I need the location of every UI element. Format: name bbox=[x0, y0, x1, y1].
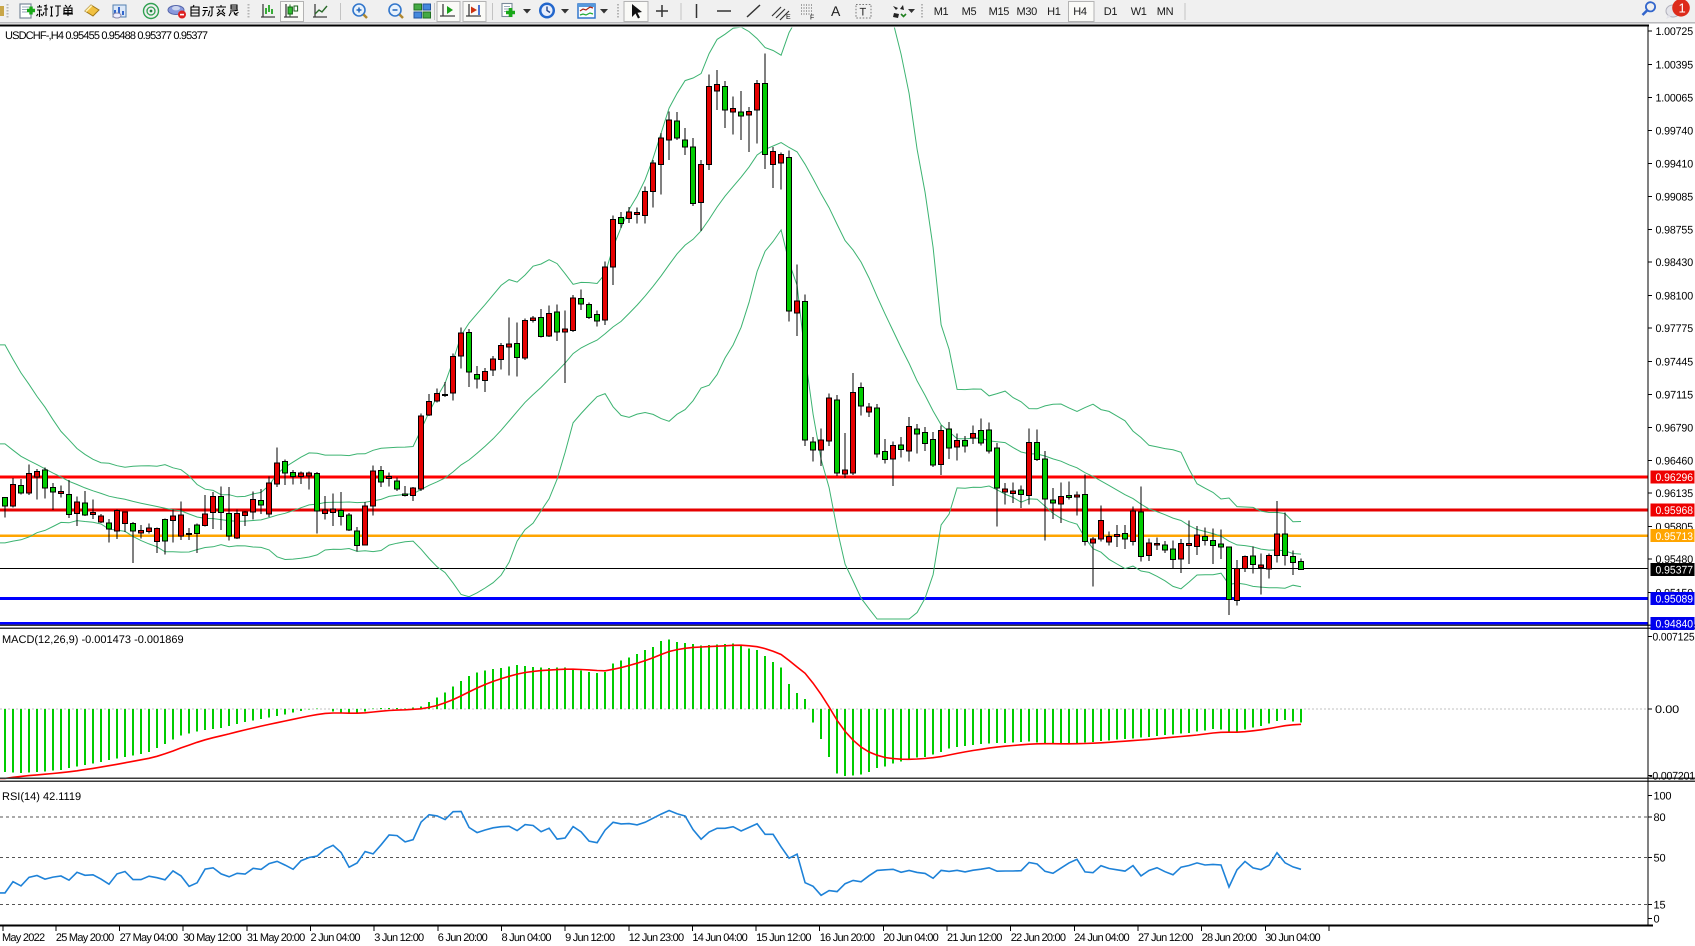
svg-text:30 Jun 04:00: 30 Jun 04:00 bbox=[1265, 932, 1320, 944]
svg-text:T: T bbox=[860, 7, 867, 19]
svg-text:1.00725: 1.00725 bbox=[1656, 26, 1694, 38]
svg-text:0.95377: 0.95377 bbox=[1656, 565, 1694, 577]
svg-text:0.98430: 0.98430 bbox=[1656, 257, 1694, 269]
svg-text:28 Jun 20:00: 28 Jun 20:00 bbox=[1202, 932, 1257, 944]
svg-text:14 Jun 04:00: 14 Jun 04:00 bbox=[692, 932, 747, 944]
svg-text:3 Jun 12:00: 3 Jun 12:00 bbox=[374, 932, 424, 944]
svg-text:100: 100 bbox=[1654, 791, 1672, 803]
svg-text:0.99740: 0.99740 bbox=[1656, 125, 1694, 137]
svg-text:May 2022: May 2022 bbox=[2, 932, 45, 944]
svg-text:0.96135: 0.96135 bbox=[1656, 488, 1694, 500]
svg-text:31 May 20:00: 31 May 20:00 bbox=[247, 932, 305, 944]
svg-text:80: 80 bbox=[1654, 812, 1666, 824]
svg-text:M15: M15 bbox=[989, 6, 1010, 18]
svg-text:0.95089: 0.95089 bbox=[1656, 594, 1694, 606]
svg-text:0.97445: 0.97445 bbox=[1656, 356, 1694, 368]
svg-text:1: 1 bbox=[1679, 1, 1686, 16]
svg-text:27 May 04:00: 27 May 04:00 bbox=[120, 932, 178, 944]
svg-text:6 Jun 20:00: 6 Jun 20:00 bbox=[438, 932, 488, 944]
svg-text:0.98100: 0.98100 bbox=[1656, 290, 1694, 302]
svg-text:W1: W1 bbox=[1131, 6, 1147, 18]
svg-text:0.97115: 0.97115 bbox=[1656, 390, 1694, 402]
svg-text:15: 15 bbox=[1654, 899, 1666, 911]
svg-text:21 Jun 12:00: 21 Jun 12:00 bbox=[947, 932, 1002, 944]
svg-text:0: 0 bbox=[1654, 913, 1660, 925]
svg-text:M5: M5 bbox=[962, 6, 977, 18]
svg-text:12 Jun 23:00: 12 Jun 23:00 bbox=[629, 932, 684, 944]
svg-text:MACD(12,26,9) -0.001473 -0.001: MACD(12,26,9) -0.001473 -0.001869 bbox=[2, 634, 184, 646]
svg-text:30 May 12:00: 30 May 12:00 bbox=[183, 932, 241, 944]
svg-text:0.98755: 0.98755 bbox=[1656, 225, 1694, 237]
svg-text:M1: M1 bbox=[934, 6, 949, 18]
svg-text:0.95968: 0.95968 bbox=[1656, 505, 1694, 517]
svg-text:27 Jun 12:00: 27 Jun 12:00 bbox=[1138, 932, 1193, 944]
svg-text:0.99410: 0.99410 bbox=[1656, 159, 1694, 171]
svg-text:1.00395: 1.00395 bbox=[1656, 59, 1694, 71]
svg-text:15 Jun 12:00: 15 Jun 12:00 bbox=[756, 932, 811, 944]
svg-text:-0.007201: -0.007201 bbox=[1649, 771, 1695, 783]
svg-text:9 Jun 12:00: 9 Jun 12:00 bbox=[565, 932, 615, 944]
svg-text:F: F bbox=[810, 15, 814, 22]
svg-text:1.00065: 1.00065 bbox=[1656, 93, 1694, 105]
svg-text:D1: D1 bbox=[1104, 6, 1118, 18]
svg-text:24 Jun 04:00: 24 Jun 04:00 bbox=[1074, 932, 1129, 944]
svg-text:16 Jun 20:00: 16 Jun 20:00 bbox=[820, 932, 875, 944]
svg-text:USDCHF-,H4 0.95455 0.95488 0.: USDCHF-,H4 0.95455 0.95488 0.95377 0.953… bbox=[5, 30, 208, 42]
svg-text:0.95713: 0.95713 bbox=[1656, 531, 1694, 543]
svg-text:0.94840: 0.94840 bbox=[1656, 619, 1694, 631]
svg-text:A: A bbox=[831, 3, 841, 19]
svg-text:25 May 20:00: 25 May 20:00 bbox=[56, 932, 114, 944]
svg-text:0.007125: 0.007125 bbox=[1653, 632, 1695, 644]
svg-text:H1: H1 bbox=[1047, 6, 1061, 18]
svg-text:0.97775: 0.97775 bbox=[1656, 323, 1694, 335]
svg-text:E: E bbox=[786, 14, 791, 21]
svg-text:2 Jun 04:00: 2 Jun 04:00 bbox=[311, 932, 361, 944]
svg-text:H4: H4 bbox=[1073, 6, 1087, 18]
svg-text:RSI(14) 42.1119: RSI(14) 42.1119 bbox=[2, 791, 81, 803]
svg-text:0.99085: 0.99085 bbox=[1656, 191, 1694, 203]
svg-text:8 Jun 04:00: 8 Jun 04:00 bbox=[502, 932, 552, 944]
svg-text:20 Jun 04:00: 20 Jun 04:00 bbox=[883, 932, 938, 944]
svg-text:0.96460: 0.96460 bbox=[1656, 456, 1694, 468]
svg-text:22 Jun 20:00: 22 Jun 20:00 bbox=[1011, 932, 1066, 944]
svg-text:50: 50 bbox=[1654, 852, 1666, 864]
svg-text:M30: M30 bbox=[1017, 6, 1038, 18]
svg-text:MN: MN bbox=[1157, 6, 1174, 18]
svg-text:0.96790: 0.96790 bbox=[1656, 422, 1694, 434]
svg-text:0.00: 0.00 bbox=[1655, 704, 1679, 716]
svg-text:0.96296: 0.96296 bbox=[1656, 472, 1694, 484]
